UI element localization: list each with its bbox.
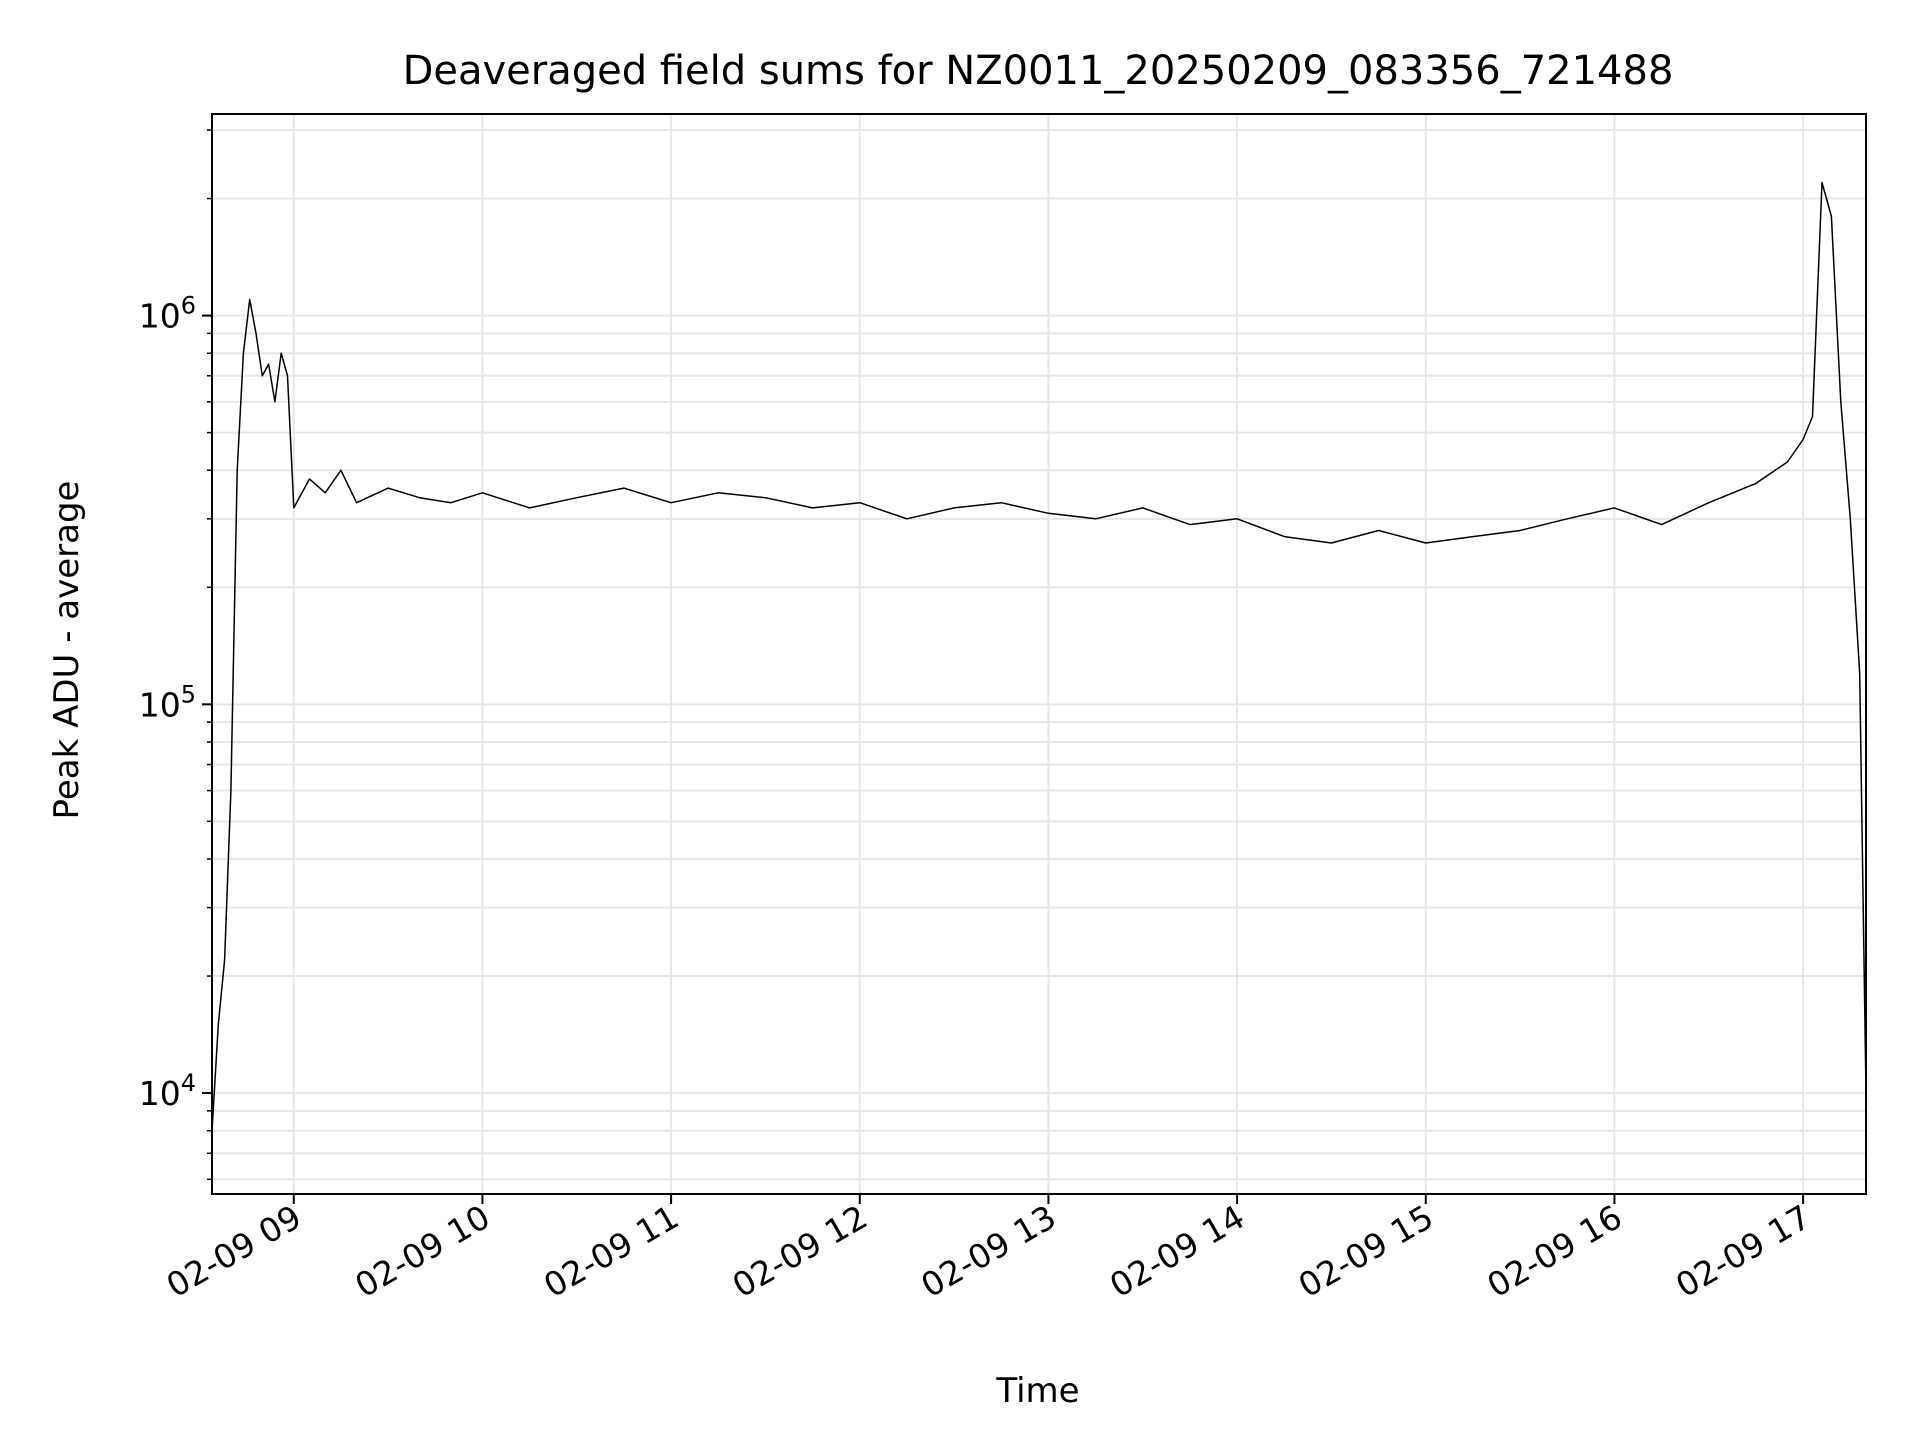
- y-tick-label: 104: [139, 1069, 196, 1113]
- x-tick-label: 02-09 11: [537, 1197, 685, 1305]
- grid-lines: [212, 114, 1866, 1194]
- plot-frame: [211, 113, 1867, 1195]
- chart-title: Deaveraged field sums for NZ0011_2025020…: [403, 48, 1674, 94]
- x-tick-label: 02-09 15: [1292, 1197, 1440, 1305]
- x-tick-label: 02-09 16: [1480, 1197, 1628, 1305]
- y-tick-label: 106: [139, 292, 196, 336]
- y-axis-label: Peak ADU - average: [47, 481, 87, 820]
- y-axis-ticks: 104 105 106: [139, 129, 212, 1181]
- x-tick-label: 02-09 14: [1103, 1197, 1251, 1305]
- x-axis-ticks: 02-09 09 02-09 10 02-09 11 02-09 12 02-09 13…: [160, 1194, 1817, 1305]
- x-tick-label: 02-09 17: [1669, 1197, 1817, 1305]
- x-tick-label: 02-09 12: [726, 1197, 874, 1305]
- x-tick-label: 02-09 13: [914, 1197, 1062, 1305]
- series-line: [211, 181, 1867, 1131]
- y-tick-label: 105: [139, 680, 196, 724]
- series-path: [211, 181, 1867, 1131]
- x-axis-label: Time: [995, 1371, 1079, 1411]
- x-tick-label: 02-09 10: [348, 1197, 496, 1305]
- x-tick-label: 02-09 09: [160, 1197, 308, 1305]
